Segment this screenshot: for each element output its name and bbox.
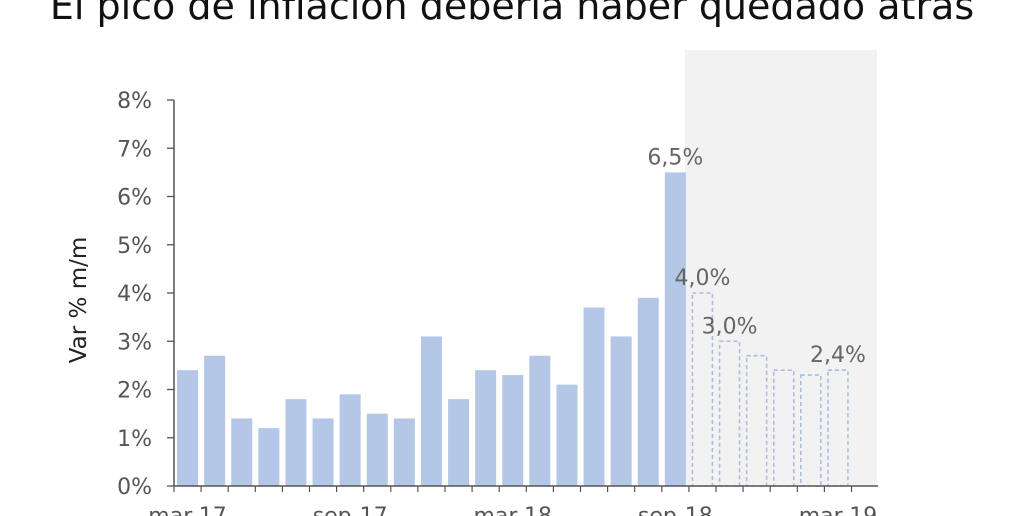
bar	[502, 375, 524, 486]
y-tick-label: 4%	[117, 282, 152, 307]
bar	[610, 336, 632, 486]
bar	[529, 355, 551, 486]
data-label: 6,5%	[647, 145, 703, 170]
y-tick-label: 3%	[117, 330, 152, 355]
bar	[366, 413, 388, 486]
bar	[204, 355, 226, 486]
y-axis-label: Var % m/m	[66, 237, 92, 364]
y-tick-label: 5%	[117, 234, 152, 259]
bar	[637, 297, 659, 486]
forecast-bar	[691, 292, 714, 487]
bar	[258, 428, 280, 486]
bar	[583, 307, 605, 486]
bar	[556, 384, 578, 486]
data-label: 4,0%	[674, 266, 730, 291]
forecast-bar	[745, 354, 768, 487]
x-tick-label: mar-18	[474, 504, 552, 516]
forecast-bar	[718, 340, 741, 487]
bar	[664, 172, 686, 486]
bar	[177, 370, 199, 486]
bar	[285, 399, 307, 486]
chart-title: El pico de inflación debería haber queda…	[49, 0, 975, 28]
data-label: 2,4%	[810, 343, 866, 368]
y-tick-label: 1%	[117, 427, 152, 452]
y-tick-label: 7%	[117, 137, 152, 162]
y-tick-label: 6%	[117, 186, 152, 211]
data-label: 3,0%	[702, 314, 758, 339]
forecast-shaded-region	[684, 50, 877, 486]
forecast-bar	[772, 369, 795, 487]
forecast-bar	[827, 369, 849, 487]
y-tick-label: 2%	[117, 379, 152, 404]
bar	[393, 418, 415, 486]
y-tick-label: 0%	[117, 475, 152, 500]
x-tick-label: sep-18	[638, 504, 713, 516]
bar	[448, 399, 470, 486]
bar	[339, 394, 361, 486]
x-tick-label: sep-17	[313, 504, 388, 516]
bar	[420, 336, 442, 486]
bar	[312, 418, 334, 486]
x-tick-label: mar-19	[799, 504, 877, 516]
bar	[231, 418, 253, 486]
x-tick-label: mar-17	[148, 504, 226, 516]
y-tick-label: 8%	[117, 89, 152, 114]
bar	[475, 370, 497, 486]
